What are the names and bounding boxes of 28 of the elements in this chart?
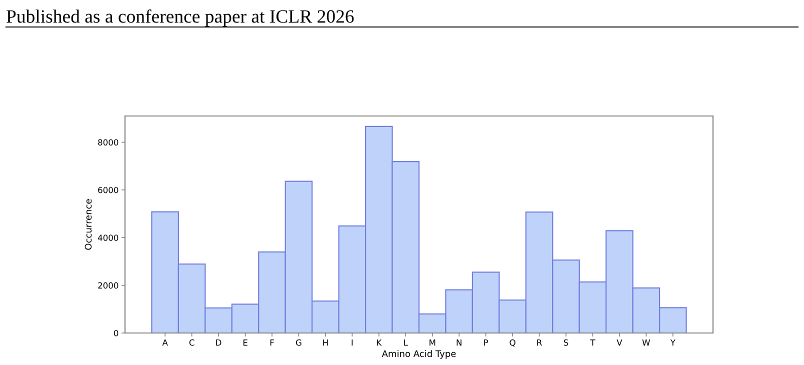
y-tick-label: 4000: [98, 234, 118, 241]
x-tick-label: K: [376, 340, 382, 346]
x-tick-label: F: [270, 340, 274, 346]
x-tick-label: P: [484, 340, 488, 346]
y-tick-label: 8000: [98, 139, 118, 146]
y-tick-label: 2000: [98, 282, 118, 289]
x-tick-label: Y: [670, 340, 676, 346]
x-tick-label: A: [162, 340, 168, 346]
x-tick-label: W: [642, 340, 650, 346]
x-tick-label: D: [216, 340, 222, 346]
x-tick-label: N: [456, 340, 462, 346]
x-tick-label: E: [243, 340, 248, 346]
y-tick-label: 0: [114, 330, 118, 336]
text: Published as a conference paper at ICLR 2026: [6, 9, 354, 27]
x-tick-label: G: [296, 339, 302, 346]
x-tick-label: H: [323, 340, 328, 346]
x-tick-label: R: [537, 340, 542, 346]
x-tick-label: L: [404, 340, 408, 346]
x-tick-label: C: [189, 339, 194, 346]
y-axis-title: Occurrence: [84, 199, 92, 250]
x-tick-label: V: [616, 340, 622, 346]
x-tick-label: Q: [510, 339, 516, 347]
x-tick-label: T: [590, 340, 596, 346]
x-tick-label: S: [564, 339, 568, 346]
x-axis-title: Amino Acid Type: [382, 350, 456, 359]
x-tick-label: I: [352, 340, 353, 346]
x-tick-label: M: [430, 340, 436, 346]
y-tick-label: 6000: [98, 186, 118, 194]
